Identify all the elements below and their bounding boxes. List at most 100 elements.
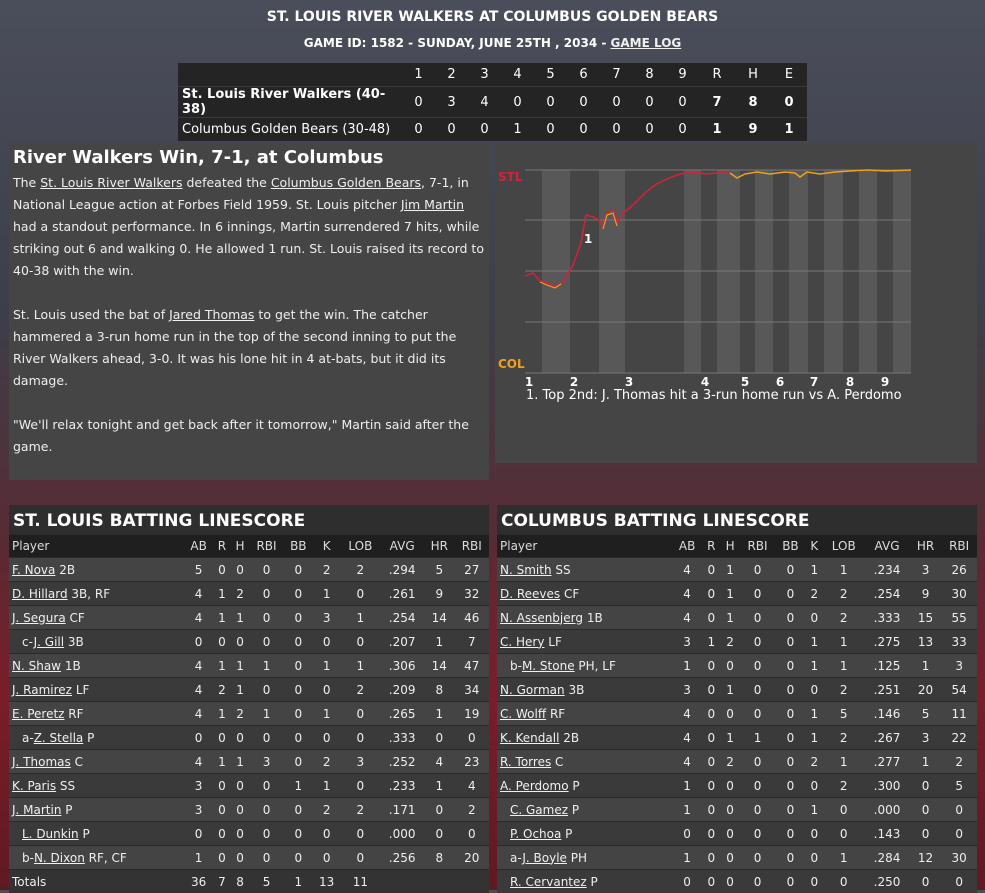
stat-cell: 8 — [424, 846, 454, 870]
stat-cell: 1 — [313, 702, 341, 726]
stat-cell: .284 — [864, 846, 909, 870]
player-name-link[interactable]: K. Paris — [12, 779, 56, 793]
player-link-jared-thomas[interactable]: Jared Thomas — [169, 307, 254, 322]
stat-cell: 0 — [740, 798, 776, 822]
stat-cell: 9 — [910, 582, 942, 606]
stat-cell: 0 — [231, 822, 250, 846]
hits-header: H — [735, 63, 771, 87]
stat-cell: .294 — [380, 558, 424, 582]
stat-cell: 4 — [672, 702, 702, 726]
player-name-link[interactable]: J. Boyle — [522, 851, 567, 865]
stat-cell: 4 — [672, 582, 702, 606]
player-name-link[interactable]: Z. Stella — [34, 731, 84, 745]
player-position: RF — [550, 707, 565, 721]
player-name-link[interactable]: L. Dunkin — [22, 827, 79, 841]
player-position: 1B — [65, 659, 81, 673]
player-name-link[interactable]: N. Gorman — [500, 683, 565, 697]
stat-cell: 0 — [740, 606, 776, 630]
stat-cell: 1 — [672, 798, 702, 822]
inning-header: 7 — [600, 63, 633, 87]
player-name-link[interactable]: N. Dixon — [34, 851, 85, 865]
player-name-link[interactable]: D. Hillard — [12, 587, 68, 601]
stat-cell: 4 — [184, 678, 213, 702]
player-name-link[interactable]: N. Smith — [500, 563, 552, 577]
stat-cell: .143 — [864, 822, 909, 846]
column-header: AB — [672, 535, 702, 558]
player-cell: K. Paris SS — [9, 774, 184, 798]
player-name-link[interactable]: M. Stone — [522, 659, 575, 673]
player-name-link[interactable]: C. Hery — [500, 635, 544, 649]
player-name-link[interactable]: A. Perdomo — [500, 779, 569, 793]
stat-cell: 0 — [340, 846, 380, 870]
stat-cell: 0 — [702, 750, 720, 774]
stat-cell: 0 — [720, 798, 739, 822]
stat-cell: 2 — [313, 558, 341, 582]
stat-cell: 2 — [941, 750, 977, 774]
player-name-link[interactable]: R. Torres — [500, 755, 551, 769]
stat-cell: 0 — [775, 726, 805, 750]
stat-cell: 4 — [672, 750, 702, 774]
player-name-link[interactable]: J. Thomas — [12, 755, 71, 769]
player-name-link[interactable]: N. Shaw — [12, 659, 61, 673]
stat-cell: 1 — [720, 726, 739, 750]
player-cell: F. Nova 2B — [9, 558, 184, 582]
column-header: Player — [497, 535, 672, 558]
column-header: AB — [184, 535, 213, 558]
stat-cell: 0 — [740, 654, 776, 678]
stat-cell: .171 — [380, 798, 424, 822]
game-log-link[interactable]: GAME LOG — [611, 36, 682, 50]
player-name-link[interactable]: R. Cervantez — [510, 875, 587, 889]
stat-cell: 0 — [284, 726, 313, 750]
player-name-link[interactable]: F. Nova — [12, 563, 55, 577]
stat-cell: .333 — [864, 606, 909, 630]
stat-cell: 4 — [672, 606, 702, 630]
inning-score: 4 — [468, 87, 501, 118]
stat-cell: 30 — [941, 846, 977, 870]
stat-cell: 0 — [775, 750, 805, 774]
stat-cell: 5 — [424, 558, 454, 582]
player-name-link[interactable]: N. Assenbjerg — [500, 611, 583, 625]
sub-prefix: a- — [510, 851, 522, 865]
stat-cell: 9 — [424, 582, 454, 606]
player-name-link[interactable]: D. Reeves — [500, 587, 560, 601]
total-runs: 1 — [699, 118, 735, 142]
total-cell: 13 — [313, 870, 341, 893]
player-name-link[interactable]: C. Wolff — [500, 707, 546, 721]
player-name-link[interactable]: E. Peretz — [12, 707, 64, 721]
stat-cell: 4 — [424, 750, 454, 774]
stat-cell: 14 — [424, 654, 454, 678]
stat-cell: 0 — [249, 798, 283, 822]
stat-cell: 0 — [775, 798, 805, 822]
player-link-jim-martin[interactable]: Jim Martin — [401, 197, 464, 212]
stat-cell: 2 — [823, 582, 864, 606]
team-link-stl[interactable]: St. Louis River Walkers — [40, 175, 182, 190]
stat-cell: 0 — [249, 678, 283, 702]
player-position: P — [572, 779, 579, 793]
total-cell: 1 — [284, 870, 313, 893]
team-link-col[interactable]: Columbus Golden Bears — [271, 175, 421, 190]
stat-cell: .234 — [864, 558, 909, 582]
stat-cell: 0 — [702, 870, 720, 893]
stat-cell: 5 — [184, 558, 213, 582]
player-name-link[interactable]: J. Martin — [12, 803, 61, 817]
wp-footnote: 1. Top 2nd: J. Thomas hit a 3-run home r… — [526, 388, 902, 403]
player-name-link[interactable]: J. Segura — [12, 611, 66, 625]
column-header: RBI — [249, 535, 283, 558]
stat-cell: 0 — [213, 726, 231, 750]
player-name-link[interactable]: P. Ochoa — [510, 827, 561, 841]
player-name-link[interactable]: J. Gill — [34, 635, 64, 649]
line-score-header: 1 2 3 4 5 6 7 8 9 R H E — [178, 63, 807, 87]
player-cell: D. Reeves CF — [497, 582, 672, 606]
player-name-link[interactable]: J. Ramirez — [12, 683, 72, 697]
player-name-link[interactable]: K. Kendall — [500, 731, 559, 745]
stat-cell: 1 — [823, 558, 864, 582]
player-name-link[interactable]: C. Gamez — [510, 803, 568, 817]
stat-cell: 1 — [823, 654, 864, 678]
player-position: P — [82, 827, 89, 841]
